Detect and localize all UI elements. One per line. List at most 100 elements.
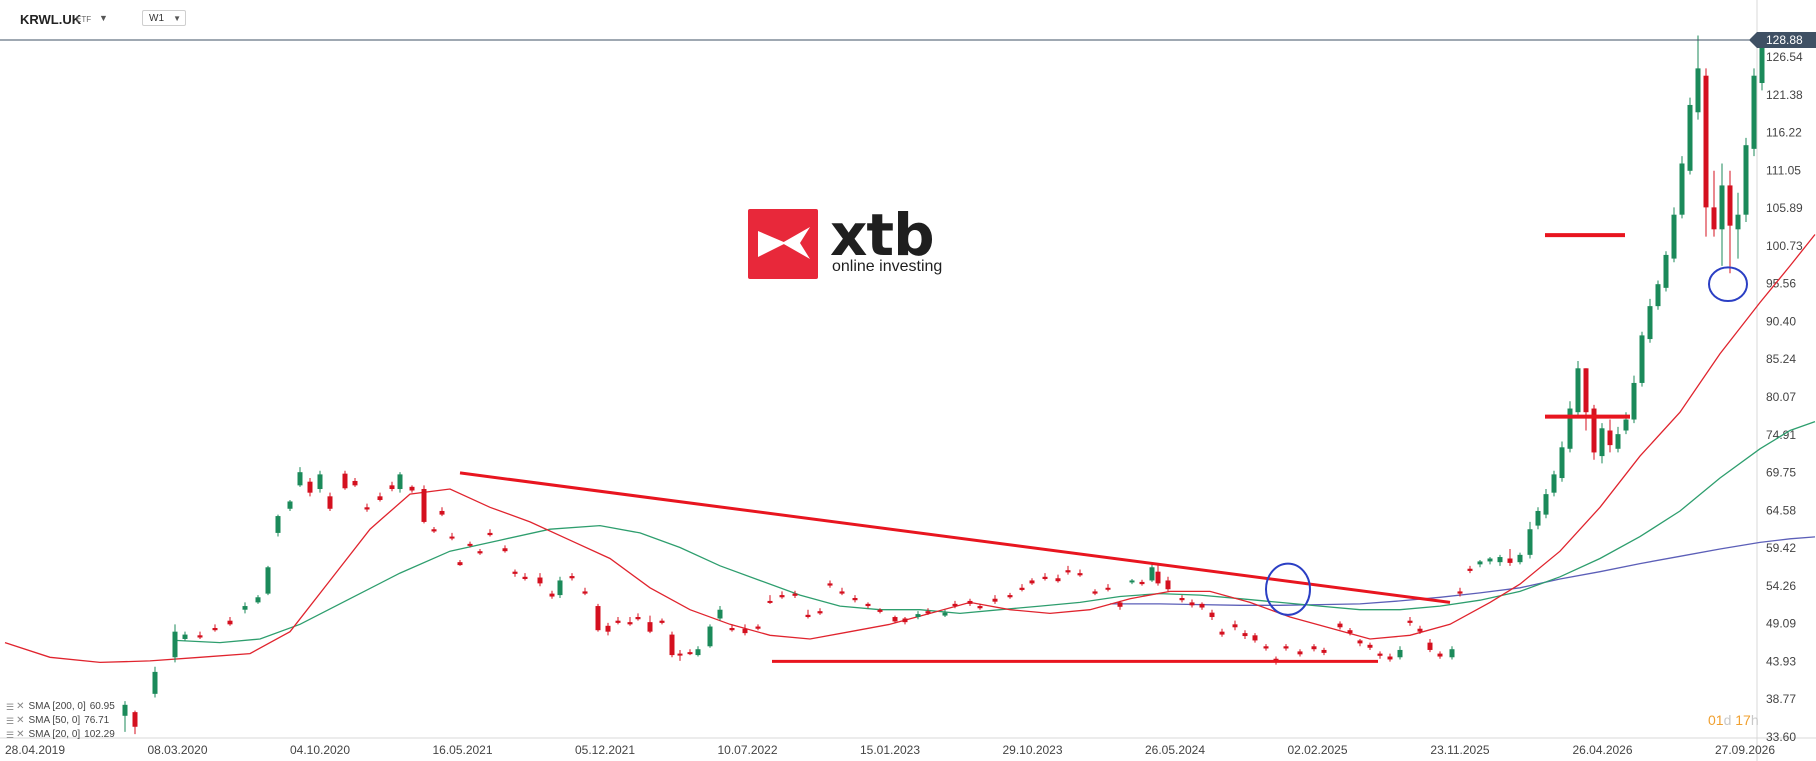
candle-body: [627, 622, 633, 625]
candle: [892, 615, 898, 623]
time-tick-label: 05.12.2021: [575, 743, 635, 757]
candle-body: [1695, 68, 1701, 113]
price-tick-label: 38.77: [1766, 692, 1796, 706]
candle-body: [1527, 529, 1533, 555]
candle: [1517, 552, 1523, 565]
candle: [1387, 653, 1393, 662]
candle: [967, 598, 973, 607]
candle-body: [431, 529, 437, 532]
countdown-hours-unit: h: [1750, 712, 1759, 728]
chevron-down-icon: ▼: [173, 14, 181, 23]
candle: [1647, 298, 1653, 343]
candle-body: [1591, 408, 1597, 453]
symbol-type: ETF: [76, 15, 92, 24]
candle: [877, 608, 883, 614]
candle-body: [925, 611, 931, 614]
candle: [549, 590, 555, 599]
candle-body: [1357, 640, 1363, 644]
symbol-dropdown-icon[interactable]: ▼: [99, 13, 108, 23]
candle-body: [707, 626, 713, 647]
candle-body: [1189, 602, 1195, 606]
candle-body: [182, 634, 188, 639]
candle-body: [1507, 558, 1513, 563]
price-tick-label: 49.09: [1766, 617, 1796, 631]
candle: [1129, 578, 1135, 585]
candle: [569, 573, 575, 581]
price-tick-label: 90.40: [1766, 314, 1796, 328]
candle-body: [477, 551, 483, 554]
price-tick-label: 59.42: [1766, 541, 1796, 555]
candle-body: [1647, 306, 1653, 340]
candle: [172, 624, 178, 663]
candle-body: [1179, 598, 1185, 601]
time-tick-label: 27.09.2026: [1715, 743, 1775, 757]
candle-body: [1535, 510, 1541, 526]
candle: [467, 541, 473, 548]
time-tick-label: 16.05.2021: [432, 743, 492, 757]
close-icon[interactable]: ✕: [16, 729, 25, 740]
candle: [537, 573, 543, 587]
candle-body: [342, 473, 348, 489]
timeframe-select[interactable]: W1 ▼: [142, 10, 186, 26]
candle: [1655, 280, 1661, 310]
legend-label: SMA [20, 0]: [28, 729, 81, 740]
candle-body: [1631, 382, 1637, 420]
candle-body: [439, 510, 445, 515]
close-icon[interactable]: ✕: [16, 701, 25, 712]
candle-body: [389, 485, 395, 490]
candle: [695, 646, 701, 657]
candle-body: [242, 606, 248, 610]
candle: [1219, 628, 1225, 637]
candle: [687, 649, 693, 656]
candle: [287, 499, 293, 511]
candle: [595, 603, 601, 632]
candle-body: [1007, 595, 1013, 598]
candle-body: [915, 614, 921, 618]
candle: [1337, 621, 1343, 630]
settings-icon[interactable]: ☰: [6, 702, 15, 712]
time-tick-label: 10.07.2022: [717, 743, 777, 757]
candle-body: [1719, 185, 1725, 230]
candle-body: [1077, 573, 1083, 576]
candle: [1347, 628, 1353, 636]
candle-body: [1092, 591, 1098, 594]
current-price-tag: [1749, 32, 1816, 48]
candle-body: [1117, 602, 1123, 607]
candle-body: [977, 606, 983, 609]
candle: [1663, 251, 1669, 292]
settings-icon[interactable]: ☰: [6, 730, 15, 740]
time-tick-label: 28.04.2019: [5, 743, 65, 757]
candle: [1189, 599, 1195, 608]
close-icon[interactable]: ✕: [16, 715, 25, 726]
candle-body: [327, 496, 333, 509]
symbol-name[interactable]: KRWL.UK: [20, 12, 82, 27]
candle: [1679, 156, 1685, 219]
candle-body: [1687, 104, 1693, 171]
candle: [1735, 192, 1741, 259]
legend-sma200: ☰ ✕ SMA [200, 0] 60.95: [6, 700, 115, 714]
candle-body: [275, 516, 281, 533]
candle-body: [1209, 612, 1215, 618]
candle-body: [595, 606, 601, 631]
candle-body: [1377, 653, 1383, 656]
candle: [1615, 426, 1621, 453]
candle-body: [902, 618, 908, 623]
candle: [852, 595, 858, 603]
candle: [1591, 404, 1597, 460]
candle: [457, 559, 463, 566]
candle: [839, 587, 845, 596]
legend-value: 76.71: [84, 715, 110, 726]
candle-body: [647, 622, 653, 632]
settings-icon[interactable]: ☰: [6, 716, 15, 726]
candle: [317, 470, 323, 493]
candle: [1457, 587, 1463, 597]
candle: [915, 611, 921, 620]
candle: [1092, 589, 1098, 596]
legend-value: 102.29: [84, 729, 115, 740]
candle: [1467, 565, 1473, 574]
candle-body: [227, 620, 233, 625]
price-tick-label: 105.89: [1766, 201, 1803, 215]
candle: [605, 622, 611, 636]
candle-body: [805, 614, 811, 618]
